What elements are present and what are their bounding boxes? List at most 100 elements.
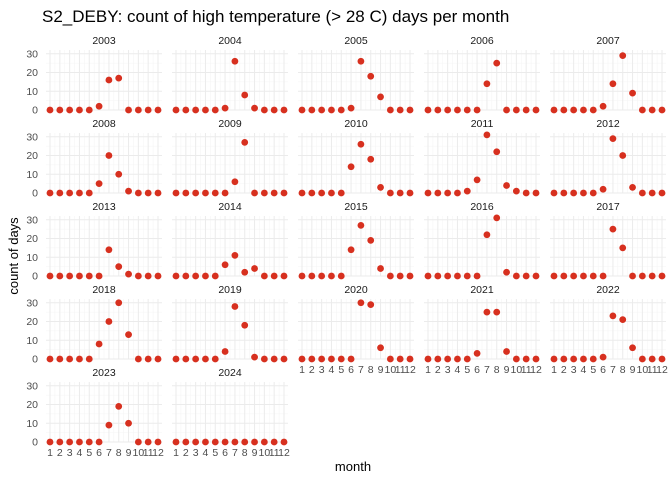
data-point — [260, 106, 268, 114]
data-point — [444, 355, 452, 363]
data-point — [221, 261, 229, 269]
data-point — [66, 272, 74, 280]
data-point — [396, 106, 404, 114]
data-point — [280, 272, 288, 280]
data-point — [318, 189, 326, 197]
data-point — [105, 318, 113, 325]
data-point — [550, 272, 558, 280]
facet-panel-2017: 2017 — [550, 201, 666, 280]
data-point — [85, 106, 93, 114]
data-point — [105, 246, 113, 254]
data-point — [280, 438, 288, 446]
data-point — [182, 106, 190, 114]
data-point — [231, 303, 239, 310]
facet-strip-label: 2012 — [596, 118, 620, 130]
data-point — [154, 189, 162, 197]
facet-strip-label: 2014 — [218, 201, 242, 213]
y-tick-label: 10 — [26, 86, 38, 98]
data-point — [406, 189, 414, 197]
data-point — [463, 106, 471, 114]
data-point — [406, 272, 414, 280]
x-tick-label: 2 — [57, 447, 63, 459]
data-point — [337, 189, 345, 197]
x-tick-label: 3 — [571, 364, 577, 376]
facet-strip-label: 2021 — [470, 284, 494, 296]
data-point — [202, 438, 209, 446]
data-point — [570, 189, 578, 197]
data-point — [260, 272, 268, 280]
facet-panel-2009: 2009 — [172, 118, 288, 197]
x-tick-label: 7 — [232, 447, 238, 459]
data-point — [172, 355, 180, 363]
data-point — [144, 106, 152, 114]
data-point — [134, 355, 142, 363]
x-tick-label: 6 — [600, 364, 606, 376]
facet-strip-label: 2007 — [596, 35, 620, 47]
data-point — [347, 355, 355, 363]
data-point — [570, 355, 578, 363]
data-point — [231, 251, 239, 259]
x-tick-label: 3 — [445, 364, 451, 376]
data-point — [357, 140, 365, 148]
data-point — [192, 189, 200, 197]
data-point — [270, 189, 278, 197]
data-point — [211, 438, 219, 446]
data-point — [493, 59, 501, 67]
data-point — [337, 272, 345, 280]
data-point — [638, 106, 646, 114]
data-point — [386, 355, 394, 363]
facet-panel-2012: 2012 — [550, 118, 666, 197]
facet-strip-label: 2023 — [92, 367, 116, 379]
data-point — [560, 272, 568, 280]
facet-panel-2005: 2005 — [298, 35, 414, 114]
x-tick-label: 3 — [193, 447, 199, 459]
facet-panel-2018: 2018 0 10 20 30 — [26, 284, 162, 366]
data-point — [424, 355, 432, 363]
data-point — [85, 272, 93, 280]
data-point — [522, 189, 530, 197]
data-point — [503, 348, 510, 355]
data-point — [85, 438, 93, 446]
x-tick-label: 12 — [278, 447, 290, 459]
data-point — [251, 353, 258, 361]
data-point — [473, 106, 481, 114]
facet-panel-2008: 2008 0 10 20 30 — [26, 118, 162, 200]
y-tick-label: 20 — [26, 316, 38, 328]
x-tick-label: 6 — [96, 447, 102, 459]
data-point — [609, 225, 617, 233]
data-point — [251, 265, 258, 272]
x-tick-label: 9 — [630, 364, 636, 376]
x-tick-label: 8 — [368, 364, 374, 376]
x-tick-label: 6 — [348, 364, 354, 376]
x-tick-label: 4 — [203, 447, 209, 459]
data-point — [328, 355, 335, 363]
data-point — [280, 189, 288, 197]
data-point — [66, 106, 74, 114]
data-point — [56, 272, 64, 280]
data-point — [172, 106, 180, 114]
data-point — [483, 80, 491, 88]
y-tick-label: 0 — [32, 437, 38, 449]
data-point — [211, 189, 219, 197]
data-point — [308, 272, 316, 280]
facet-strip-label: 2006 — [470, 35, 494, 47]
x-tick-label: 12 — [656, 364, 668, 376]
data-point — [463, 272, 471, 280]
x-tick-label: 11 — [269, 447, 280, 459]
data-point — [134, 438, 142, 446]
y-tick-label: 30 — [26, 380, 38, 392]
y-tick-label: 10 — [26, 252, 38, 264]
data-point — [483, 308, 491, 316]
facet-strip-label: 2015 — [344, 201, 368, 213]
data-point — [522, 355, 530, 363]
data-point — [454, 355, 461, 363]
x-tick-label: 8 — [242, 447, 248, 459]
x-tick-label: 10 — [637, 364, 649, 376]
data-point — [328, 106, 335, 114]
data-point — [125, 106, 132, 114]
x-tick-label: 5 — [86, 447, 92, 459]
y-tick-label: 0 — [32, 354, 38, 366]
data-point — [251, 189, 258, 197]
